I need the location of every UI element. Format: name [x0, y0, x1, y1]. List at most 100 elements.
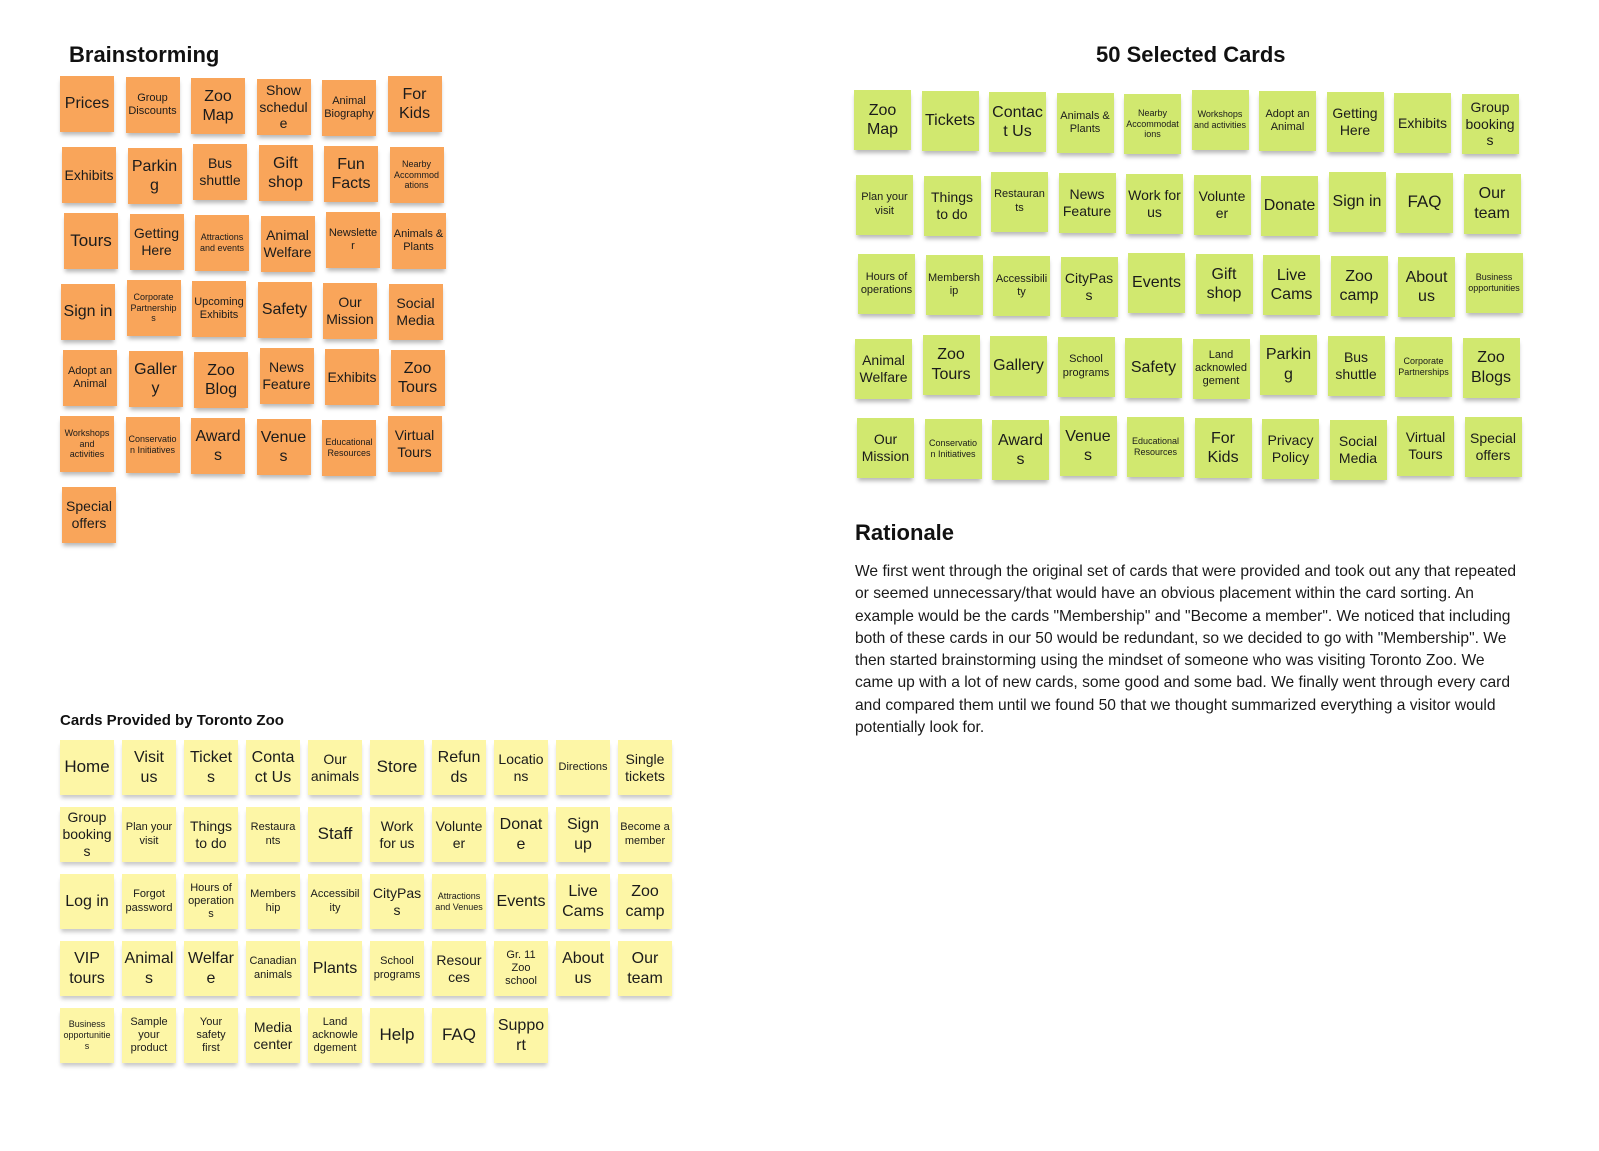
sticky-note[interactable]: Gallery [128, 351, 183, 407]
sticky-note[interactable]: For Kids [1194, 418, 1252, 478]
sticky-note[interactable]: Conservation Initiatives [125, 417, 180, 473]
sticky-note[interactable]: VIP tours [60, 941, 114, 996]
sticky-note[interactable]: Upcoming Exhibits [192, 281, 246, 337]
sticky-note[interactable]: Show schedule [256, 79, 311, 135]
sticky-note[interactable]: FAQ [432, 1008, 486, 1063]
sticky-note[interactable]: Animal Welfare [260, 216, 315, 272]
sticky-note[interactable]: Zoo camp [1330, 256, 1388, 316]
sticky-note[interactable]: Group bookings [1461, 94, 1519, 154]
sticky-note[interactable]: Your safety first [184, 1008, 238, 1063]
sticky-note[interactable]: Single tickets [618, 740, 672, 795]
sticky-note[interactable]: Gift shop [1195, 254, 1253, 314]
sticky-note[interactable]: Refunds [432, 740, 486, 795]
sticky-note[interactable]: Getting Here [1326, 92, 1384, 152]
sticky-note[interactable]: Sign in [61, 284, 115, 340]
sticky-note[interactable]: Our animals [308, 740, 362, 795]
sticky-note[interactable]: Log in [60, 874, 114, 929]
sticky-note[interactable]: Business opportunities [60, 1008, 114, 1063]
sticky-note[interactable]: Safety [257, 282, 312, 338]
sticky-note[interactable]: Plan your visit [122, 807, 176, 862]
sticky-note[interactable]: Sign up [556, 807, 610, 862]
sticky-note[interactable]: Awards [992, 420, 1049, 480]
sticky-note[interactable]: For Kids [387, 76, 442, 132]
sticky-note[interactable]: Nearby Accommodations [389, 147, 444, 203]
sticky-note[interactable]: Special offers [1464, 417, 1522, 477]
sticky-note[interactable]: Our Mission [323, 283, 377, 339]
sticky-note[interactable]: Land acknowledgement [1192, 338, 1250, 399]
sticky-note[interactable]: Venues [256, 419, 311, 475]
sticky-note[interactable]: Virtual Tours [1397, 416, 1454, 476]
sticky-note[interactable]: Animals [122, 941, 176, 996]
sticky-note[interactable]: Zoo Tours [390, 350, 445, 406]
sticky-note[interactable]: Attractions and Venues [432, 874, 486, 929]
sticky-note[interactable]: Conservation Initiatives [924, 419, 982, 479]
sticky-note[interactable]: Social Media [388, 284, 443, 340]
sticky-note[interactable]: Adopt an Animal [63, 350, 117, 406]
sticky-note[interactable]: Zoo Blogs [1462, 337, 1520, 398]
sticky-note[interactable]: Become a member [618, 807, 672, 862]
sticky-note[interactable]: CityPass [1060, 257, 1118, 317]
sticky-note[interactable]: About us [1398, 257, 1455, 317]
sticky-note[interactable]: Animal Biography [322, 80, 376, 136]
sticky-note[interactable]: Volunteer [432, 807, 486, 862]
sticky-note[interactable]: About us [556, 941, 610, 996]
sticky-note[interactable]: Live Cams [556, 874, 610, 929]
sticky-note[interactable]: Canadian animals [246, 941, 300, 996]
sticky-note[interactable]: Donate [494, 807, 548, 862]
sticky-note[interactable]: Animals & Plants [391, 213, 446, 269]
sticky-note[interactable]: Newsletter [326, 212, 380, 268]
sticky-note[interactable]: Hours of operations [858, 254, 915, 314]
sticky-note[interactable]: Special offers [62, 487, 116, 543]
sticky-note[interactable]: Help [370, 1008, 424, 1063]
sticky-note[interactable]: Forgot password [122, 874, 176, 929]
sticky-note[interactable]: Parking [1260, 334, 1317, 395]
sticky-note[interactable]: Nearby Accommodations [1124, 94, 1181, 154]
sticky-note[interactable]: Gift shop [258, 145, 313, 201]
sticky-note[interactable]: Social Media [1329, 420, 1387, 480]
sticky-note[interactable]: Awards [191, 418, 245, 474]
sticky-note[interactable]: FAQ [1396, 172, 1453, 233]
sticky-note[interactable]: Home [60, 740, 114, 795]
sticky-note[interactable]: Educational Resources [1127, 417, 1184, 477]
sticky-note[interactable]: Restaurants [246, 807, 300, 862]
sticky-note[interactable]: Venues [1059, 416, 1117, 476]
sticky-note[interactable]: Zoo Tours [922, 334, 980, 395]
sticky-note[interactable]: Privacy Policy [1262, 419, 1319, 479]
sticky-note[interactable]: Fun Facts [324, 146, 378, 202]
sticky-note[interactable]: Work for us [370, 807, 424, 862]
sticky-note[interactable]: Live Cams [1263, 255, 1320, 315]
sticky-note[interactable]: Staff [308, 807, 362, 862]
sticky-note[interactable]: Group bookings [60, 807, 114, 862]
sticky-note[interactable]: Visit us [122, 740, 176, 795]
sticky-note[interactable]: CityPass [370, 874, 424, 929]
sticky-note[interactable]: Business opportunities [1465, 253, 1523, 313]
sticky-note[interactable]: Corporate Partnerships [126, 280, 181, 336]
sticky-note[interactable]: Bus shuttle [1327, 335, 1385, 396]
sticky-note[interactable]: Tickets [184, 740, 238, 795]
sticky-note[interactable]: Tours [64, 213, 118, 269]
sticky-note[interactable]: Adopt an Animal [1259, 91, 1316, 151]
sticky-note[interactable]: Attractions and events [195, 215, 249, 271]
sticky-note[interactable]: Plants [308, 941, 362, 996]
sticky-note[interactable]: Sample your product [122, 1008, 176, 1063]
sticky-note[interactable]: Restaurants [991, 171, 1048, 232]
sticky-note[interactable]: Welfare [184, 941, 238, 996]
sticky-note[interactable]: Zoo Blog [194, 352, 248, 408]
sticky-note[interactable]: Accessibility [308, 874, 362, 929]
sticky-note[interactable]: Things to do [923, 175, 981, 236]
sticky-note[interactable]: Animals & Plants [1056, 93, 1114, 153]
sticky-note[interactable]: Volunteer [1193, 174, 1251, 235]
sticky-note[interactable]: Sign in [1328, 171, 1386, 232]
sticky-note[interactable]: Donate [1261, 175, 1318, 236]
sticky-note[interactable]: Locations [494, 740, 548, 795]
sticky-note[interactable]: Educational Resources [322, 420, 376, 476]
sticky-note[interactable]: Exhibits [62, 147, 116, 203]
sticky-note[interactable]: School programs [370, 941, 424, 996]
sticky-note[interactable]: Animal Welfare [855, 338, 912, 399]
sticky-note[interactable]: Resources [432, 941, 486, 996]
sticky-note[interactable]: Prices [60, 76, 114, 132]
sticky-note[interactable]: Our team [618, 941, 672, 996]
sticky-note[interactable]: Events [494, 874, 548, 929]
sticky-note[interactable]: Membership [246, 874, 300, 929]
sticky-note[interactable]: News Feature [259, 348, 314, 404]
